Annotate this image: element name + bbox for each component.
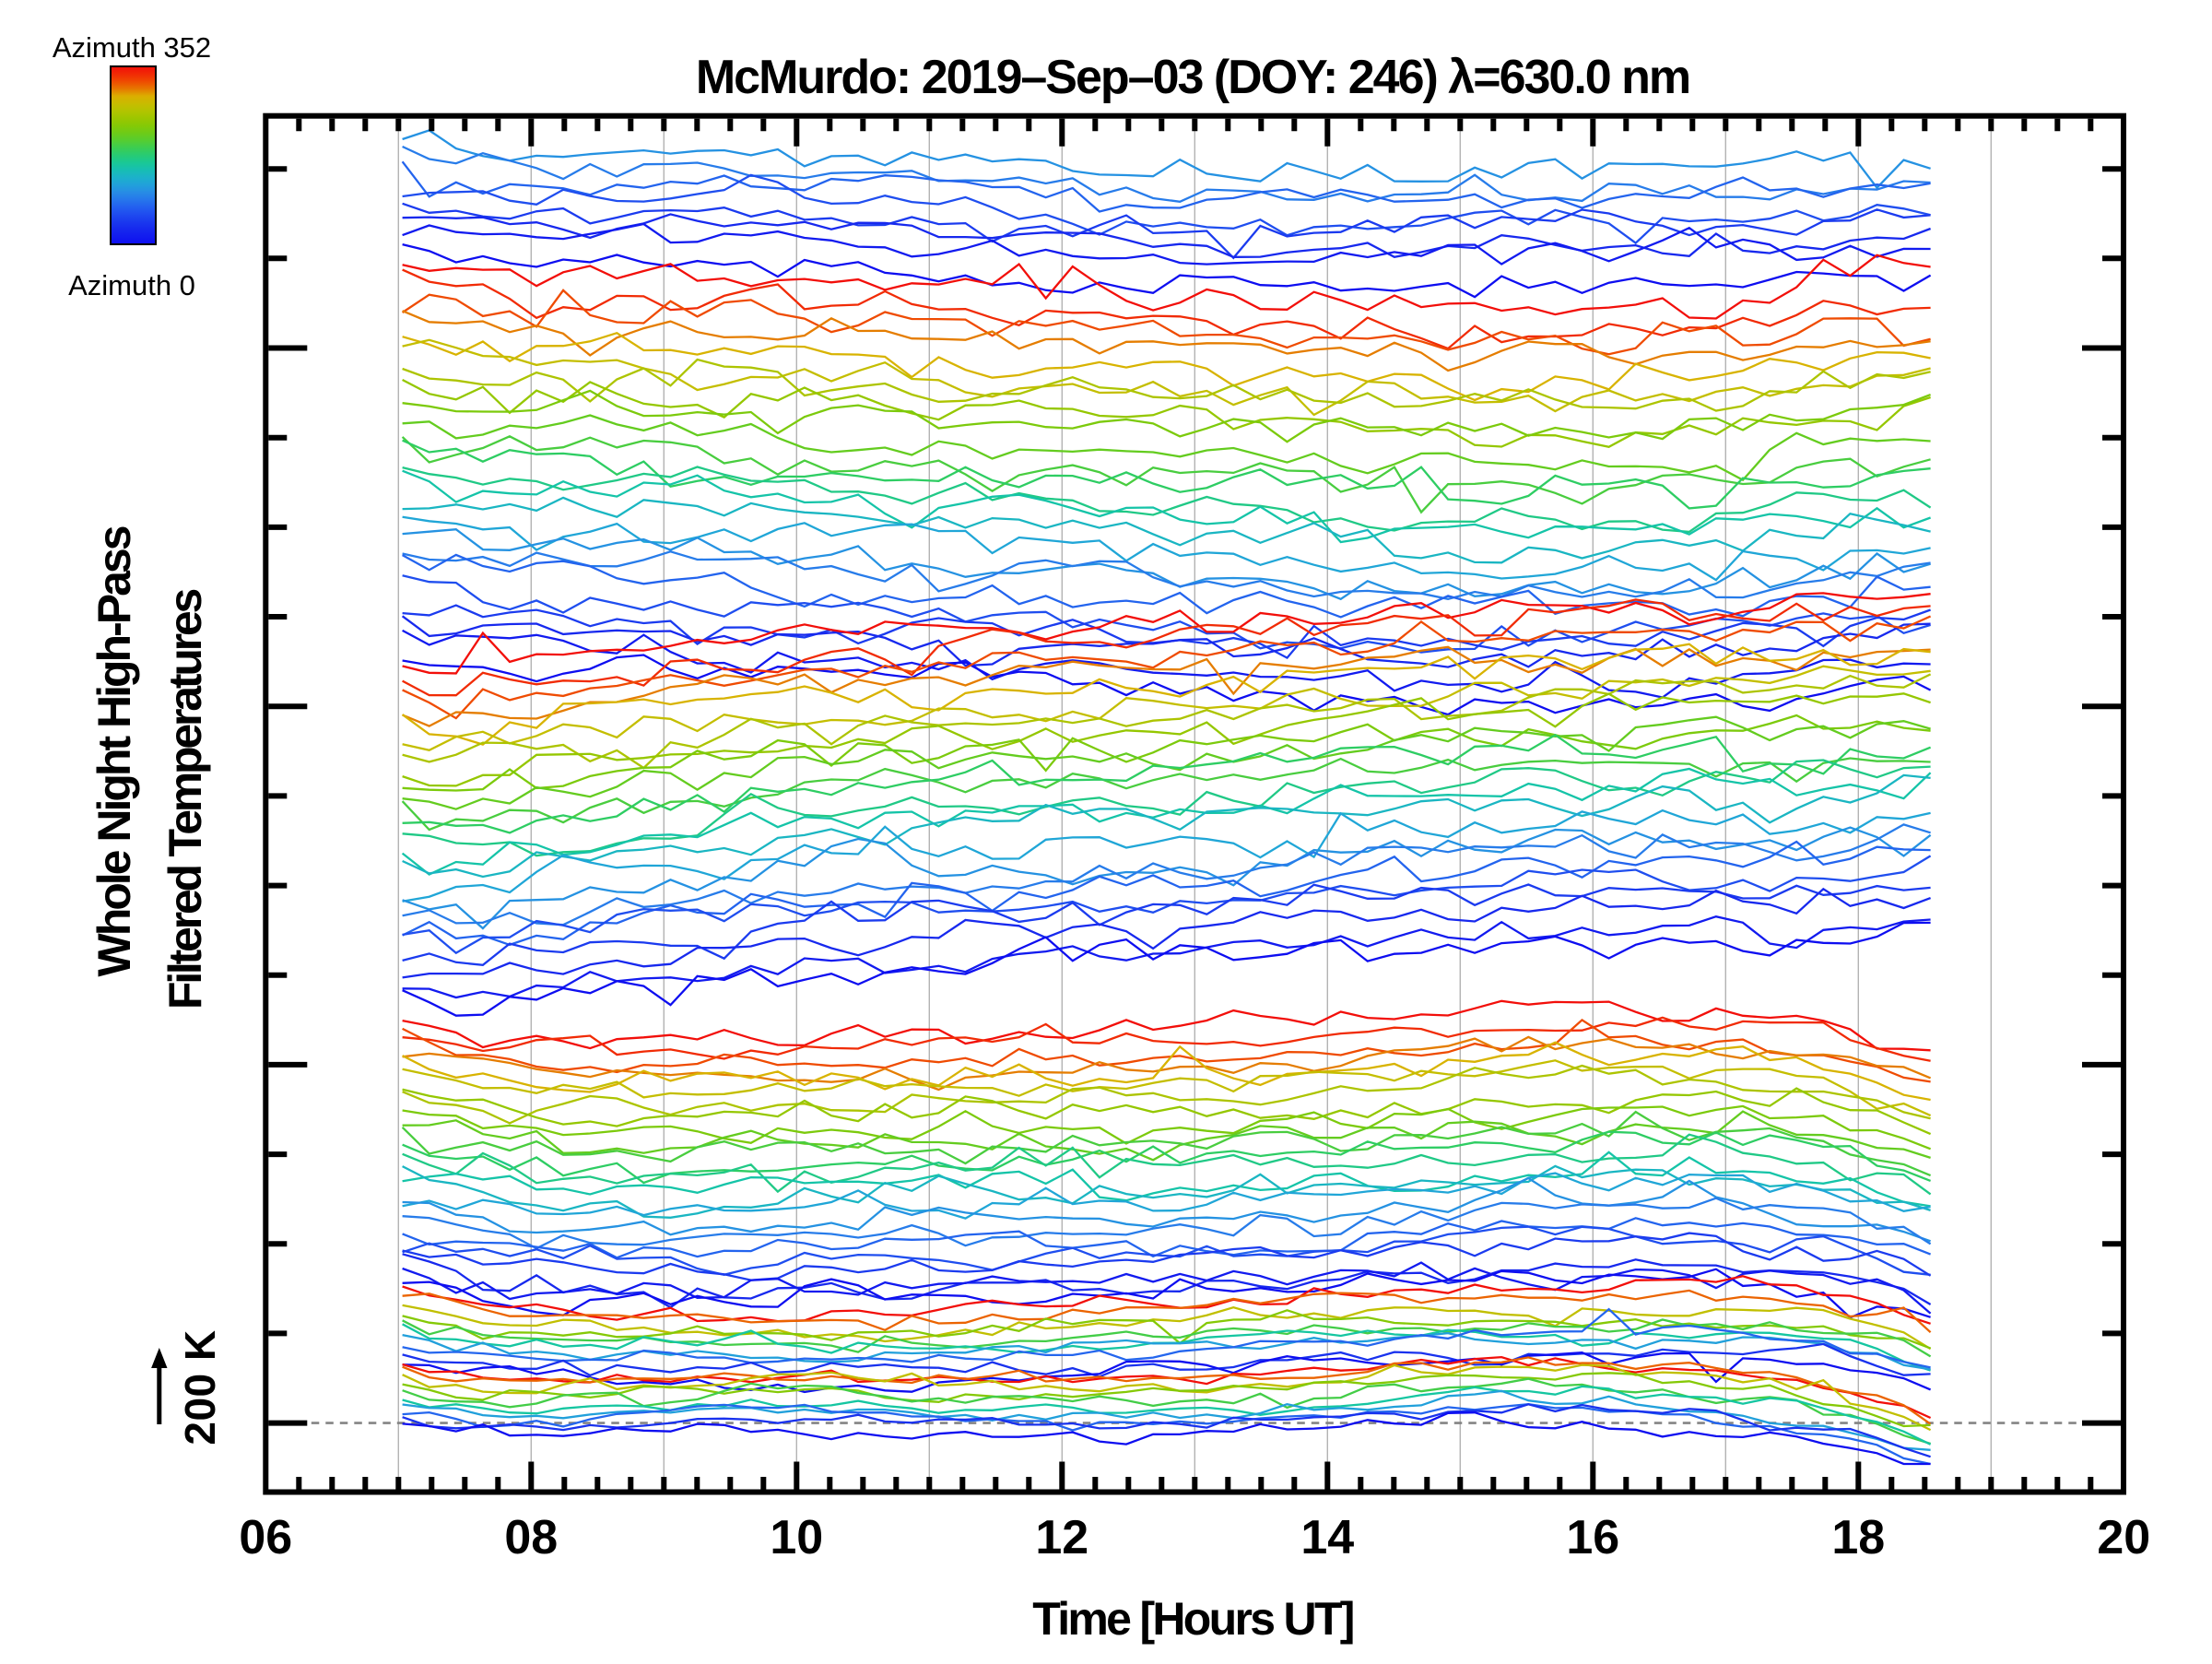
- svg-text:200 K: 200 K: [176, 1329, 224, 1445]
- svg-text:08: 08: [504, 1511, 558, 1564]
- svg-text:14: 14: [1300, 1511, 1354, 1564]
- svg-text:12: 12: [1035, 1511, 1088, 1564]
- svg-text:Azimuth 352: Azimuth 352: [53, 31, 211, 64]
- svg-text:06: 06: [239, 1511, 292, 1564]
- svg-text:Whole Night High-Pass: Whole Night High-Pass: [88, 526, 140, 976]
- svg-text:10: 10: [770, 1511, 823, 1564]
- svg-text:Azimuth 0: Azimuth 0: [68, 269, 195, 301]
- svg-text:Filtered Temperatures: Filtered Temperatures: [159, 589, 211, 1009]
- svg-text:18: 18: [1831, 1511, 1885, 1564]
- svg-text:Time [Hours UT]: Time [Hours UT]: [1032, 1593, 1353, 1645]
- svg-text:20: 20: [2097, 1511, 2150, 1564]
- svg-text:16: 16: [1566, 1511, 1619, 1564]
- svg-text:McMurdo: 2019–Sep–03 (DOY: 246: McMurdo: 2019–Sep–03 (DOY: 246) λ=630.0 …: [696, 51, 1689, 104]
